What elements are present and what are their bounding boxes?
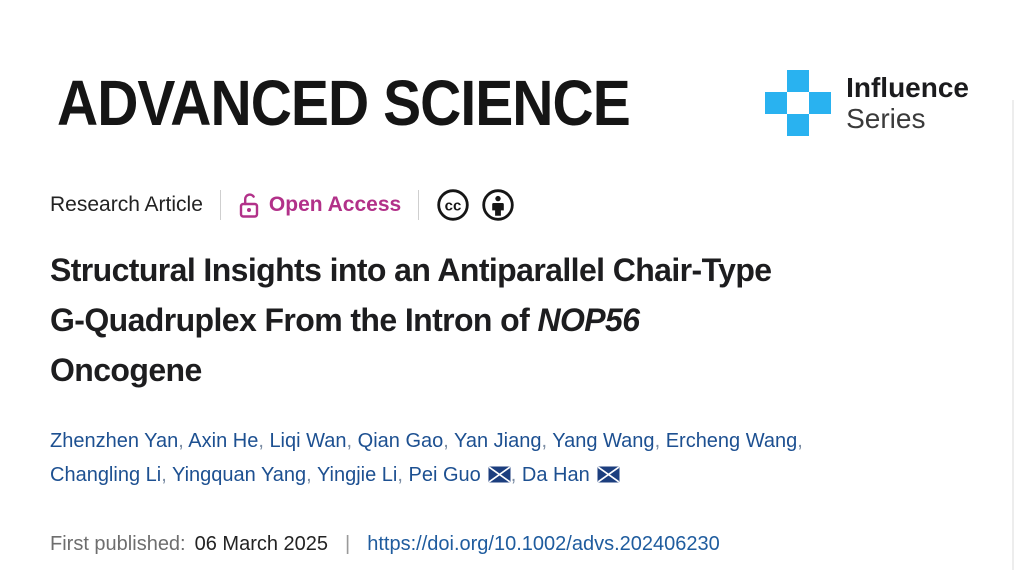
- series-line2: Series: [846, 103, 926, 134]
- email-envelope-icon[interactable]: [488, 466, 511, 483]
- masthead: ADVANCED SCIENCE Influence Series: [57, 62, 969, 144]
- open-padlock-icon: [238, 192, 260, 219]
- author-link[interactable]: Yingjie Li: [316, 464, 398, 486]
- author-separator: ,: [397, 464, 403, 486]
- author-link[interactable]: Qian Gao: [357, 430, 444, 452]
- first-published-label: First published:: [50, 533, 186, 555]
- author-link[interactable]: Pei Guo: [408, 464, 481, 486]
- journal-logo[interactable]: ADVANCED SCIENCE: [57, 67, 631, 139]
- divider: [418, 190, 420, 220]
- author-link[interactable]: Ercheng Wang: [665, 430, 798, 452]
- author-link[interactable]: Da Han: [521, 464, 590, 486]
- author-link[interactable]: Zhenzhen Yan: [50, 430, 179, 452]
- author-link[interactable]: Changling Li: [50, 464, 162, 486]
- influence-series-logo[interactable]: Influence Series: [765, 70, 969, 136]
- author-link[interactable]: Yingquan Yang: [171, 464, 307, 486]
- doi-link[interactable]: https://doi.org/10.1002/advs.202406230: [367, 533, 720, 555]
- author-separator: ,: [510, 464, 517, 486]
- author-separator: ,: [797, 430, 803, 452]
- page-right-border: [1012, 100, 1014, 570]
- author-separator: ,: [346, 430, 353, 452]
- email-envelope-icon[interactable]: [597, 466, 620, 483]
- title-line-2: G-Quadruplex From the Intron of NOP56: [50, 302, 640, 338]
- publication-date: 06 March 2025: [194, 533, 329, 555]
- creative-commons-icon[interactable]: cc: [436, 188, 470, 222]
- author-link[interactable]: Liqi Wan: [269, 430, 347, 452]
- influence-plus-icon: [765, 70, 832, 136]
- attribution-person-icon[interactable]: [481, 188, 515, 222]
- series-line1: Influence: [846, 72, 969, 103]
- author-separator: ,: [161, 464, 167, 486]
- article-meta-row: Research Article Open Access cc: [50, 188, 1017, 222]
- author-separator: ,: [306, 464, 312, 486]
- author-link[interactable]: Yan Jiang: [454, 430, 542, 452]
- open-access-label: Open Access: [268, 193, 402, 216]
- gene-name-italic: NOP56: [537, 302, 640, 338]
- authors-block: Zhenzhen Yan, Axin He, Liqi Wan, Qian Ga…: [50, 424, 972, 492]
- author-separator: ,: [178, 430, 184, 452]
- author-line-2: Changling Li, Yingquan Yang, Yingjie Li,…: [50, 458, 972, 492]
- author-link[interactable]: Axin He: [188, 430, 259, 452]
- author-separator: ,: [258, 430, 264, 452]
- title-line-1: Structural Insights into an Antiparallel…: [50, 252, 772, 288]
- article-title: Structural Insights into an Antiparallel…: [50, 245, 972, 395]
- open-access-badge: Open Access: [238, 192, 401, 219]
- divider-pipe: |: [345, 533, 351, 555]
- article-type-label: Research Article: [50, 193, 203, 216]
- author-separator: ,: [541, 430, 548, 452]
- author-link[interactable]: Yang Wang: [552, 430, 655, 452]
- author-line-1: Zhenzhen Yan, Axin He, Liqi Wan, Qian Ga…: [50, 424, 972, 458]
- publication-row: First published: 06 March 2025 | https:/…: [50, 533, 1017, 556]
- divider: [219, 190, 221, 220]
- author-separator: ,: [654, 430, 661, 452]
- author-separator: ,: [443, 430, 449, 452]
- article-header-page: ADVANCED SCIENCE Influence Series Resear…: [0, 62, 1017, 570]
- series-wordmark: Influence Series: [846, 72, 969, 134]
- svg-text:cc: cc: [445, 198, 462, 215]
- title-line-3: Oncogene: [50, 352, 202, 388]
